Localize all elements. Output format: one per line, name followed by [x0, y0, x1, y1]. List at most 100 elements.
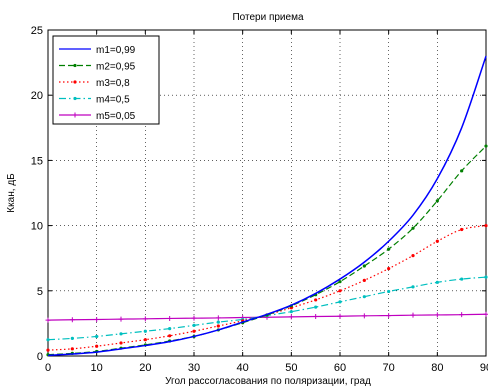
data-point: [168, 327, 172, 331]
plot-frame: [47, 29, 487, 357]
series-m1=0,99: [47, 55, 487, 357]
data-point: [361, 313, 367, 319]
data-point: [118, 316, 124, 322]
data-point: [484, 224, 488, 228]
legend-item: m3=0,8: [59, 78, 130, 89]
data-point: [192, 323, 196, 327]
data-point: [192, 329, 196, 333]
x-tick-label: 40: [237, 362, 249, 374]
x-tick-label: 90: [480, 362, 488, 374]
data-point: [94, 316, 100, 322]
legend-label: m1=0,99: [96, 45, 136, 56]
data-point: [411, 253, 415, 258]
data-point: [288, 314, 294, 320]
x-tick-label: 80: [431, 362, 443, 374]
x-tick-label: 10: [91, 362, 103, 374]
data-point: [143, 338, 147, 342]
data-point: [168, 334, 172, 338]
x-tick-label: 50: [285, 362, 297, 374]
x-tick-label: 0: [45, 362, 51, 374]
data-point: [337, 313, 343, 319]
data-point: [314, 298, 318, 302]
y-tick-label: 5: [37, 286, 43, 298]
x-tick-label: 20: [139, 362, 151, 374]
data-point: [483, 311, 488, 317]
data-point: [434, 312, 440, 318]
data-point: [362, 278, 366, 282]
x-tick-label: 30: [188, 362, 200, 374]
legend-marker: [73, 63, 77, 68]
legend-marker: [73, 96, 77, 101]
axis-ticks: 0 10 20 30 40 50 60 70 80 90 0 5 10 15 20 25: [31, 25, 488, 374]
legend-item: m1=0,99: [59, 45, 136, 56]
data-point: [387, 289, 391, 294]
data-point: [410, 312, 416, 318]
data-point: [387, 267, 391, 271]
legend-label: m2=0,95: [96, 62, 136, 73]
legend-marker: [73, 80, 77, 84]
data-point: [289, 310, 293, 314]
data-point: [386, 313, 392, 319]
series-line: [47, 145, 487, 356]
data-point: [338, 300, 342, 304]
data-point: [411, 285, 415, 289]
data-point: [45, 317, 51, 323]
data-point: [167, 315, 173, 321]
series-m4=0,5: [46, 275, 488, 342]
data-point: [216, 320, 220, 324]
data-point: [95, 344, 99, 348]
data-point: [362, 295, 366, 299]
data-point: [435, 199, 439, 203]
y-tick-label: 0: [37, 351, 43, 363]
data-point: [435, 239, 439, 243]
data-point: [387, 247, 391, 251]
series-m5=0,05: [45, 311, 488, 323]
series-line: [47, 225, 487, 351]
data-point: [362, 264, 366, 268]
series-m3=0,8: [46, 224, 488, 352]
y-tick-label: 20: [31, 90, 43, 102]
data-point: [459, 312, 465, 318]
data-point: [313, 313, 319, 319]
y-tick-label: 15: [31, 155, 43, 167]
legend-item: m5=0,05: [59, 111, 136, 122]
legend-item: m2=0,95: [59, 62, 136, 73]
legend-item: m4=0,5: [59, 95, 130, 106]
data-point: [191, 315, 197, 321]
data-point: [46, 338, 50, 342]
data-point: [215, 315, 221, 321]
data-point: [484, 275, 488, 279]
data-point: [46, 348, 50, 352]
x-tick-label: 60: [334, 362, 346, 374]
data-point: [119, 332, 123, 336]
data-point: [143, 329, 147, 333]
legend: m1=0,99 m2=0,95 m3=0,8 m4=0,5 m5=0,05: [52, 35, 160, 125]
data-point: [69, 317, 75, 323]
data-point: [142, 316, 148, 322]
y-axis-label: Ккан, дБ: [6, 173, 17, 213]
series-line: [47, 276, 487, 341]
legend-label: m4=0,5: [96, 95, 130, 106]
series-layer: [45, 55, 488, 357]
data-point: [435, 280, 439, 284]
data-point: [314, 305, 318, 309]
data-point: [460, 169, 464, 173]
data-point: [484, 144, 488, 148]
legend-box: [52, 35, 160, 125]
x-axis-label: Угол рассогласования по поляризации, гра…: [165, 376, 371, 387]
x-tick-label: 70: [383, 362, 395, 374]
y-tick-label: 25: [31, 25, 43, 37]
series-m2=0,95: [46, 144, 488, 357]
data-point: [70, 347, 74, 351]
legend-label: m5=0,05: [96, 111, 136, 122]
series-line: [47, 55, 487, 357]
legend-label: m3=0,8: [96, 78, 130, 89]
chart-title: Потери приема: [232, 12, 303, 23]
data-point: [338, 280, 342, 284]
legend-marker: [72, 112, 78, 118]
y-tick-label: 10: [31, 221, 43, 233]
data-point: [216, 324, 220, 328]
data-point: [460, 277, 464, 281]
data-point: [95, 334, 99, 339]
